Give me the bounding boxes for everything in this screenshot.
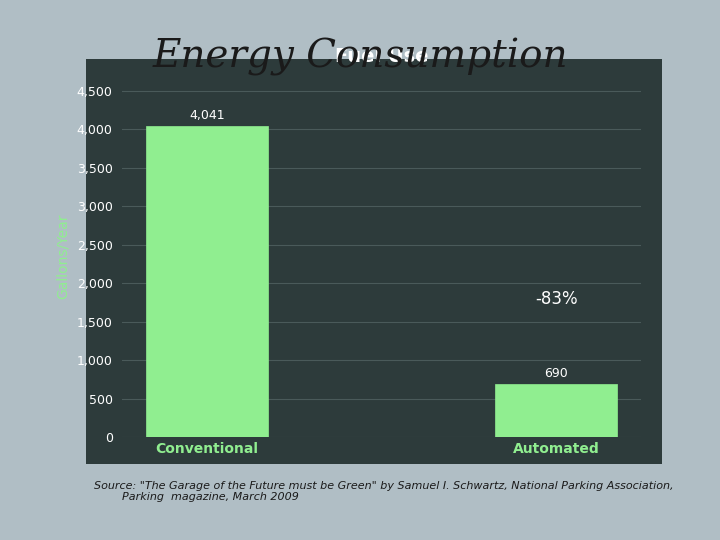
Text: Source: "The Garage of the Future must be Green" by Samuel I. Schwartz, National: Source: "The Garage of the Future must b… xyxy=(94,481,673,502)
Title: Fuel Use: Fuel Use xyxy=(335,47,428,66)
Text: 690: 690 xyxy=(544,367,568,381)
Bar xyxy=(495,384,617,437)
Bar xyxy=(146,126,268,437)
Text: 4,041: 4,041 xyxy=(189,110,225,123)
Y-axis label: Gallons/Year: Gallons/Year xyxy=(56,214,70,299)
Text: Energy Consumption: Energy Consumption xyxy=(152,38,568,76)
FancyBboxPatch shape xyxy=(75,51,674,472)
Text: -83%: -83% xyxy=(535,290,577,308)
